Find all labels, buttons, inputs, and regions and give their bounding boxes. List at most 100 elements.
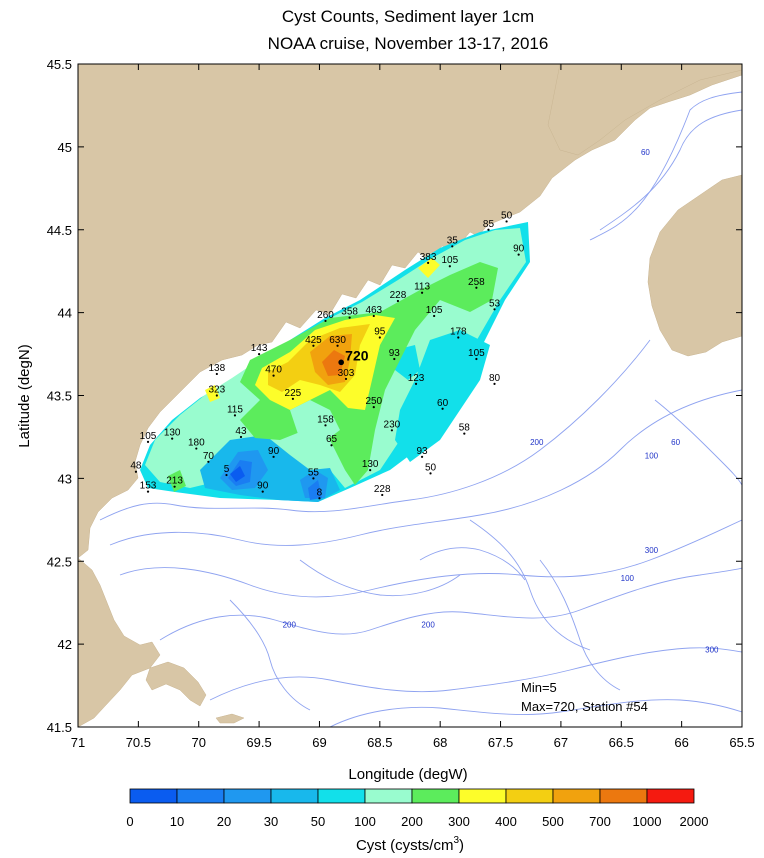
station-value: 105 bbox=[468, 348, 485, 359]
y-tick-label: 44 bbox=[58, 306, 72, 321]
station-value: 425 bbox=[305, 335, 322, 346]
station-value: 50 bbox=[501, 210, 513, 221]
y-axis-label: Latitude (degN) bbox=[16, 344, 33, 447]
contour-region-200-300 bbox=[168, 470, 186, 492]
station-marker bbox=[372, 406, 375, 409]
station-marker bbox=[318, 497, 321, 500]
station-value: 90 bbox=[513, 244, 525, 255]
station-value: 58 bbox=[459, 423, 471, 434]
station-value: 228 bbox=[374, 484, 391, 495]
station-marker bbox=[441, 407, 444, 410]
isobath-label: 200 bbox=[421, 621, 435, 630]
min-annotation: Min=5 bbox=[521, 680, 557, 695]
colorbar-label: Cyst (cysts/cm3) bbox=[356, 835, 464, 854]
station-marker bbox=[457, 336, 460, 339]
station-value: 230 bbox=[384, 419, 401, 430]
isobath-line bbox=[109, 389, 742, 546]
station-marker bbox=[173, 485, 176, 488]
station-value: 463 bbox=[365, 305, 382, 316]
station-marker bbox=[239, 435, 243, 439]
station-marker bbox=[448, 265, 451, 268]
isobath-line bbox=[299, 559, 461, 597]
station-value: 8 bbox=[317, 487, 323, 498]
colorbar-label-main: Cyst (cysts/cm bbox=[356, 837, 454, 854]
station-value: 180 bbox=[188, 438, 205, 449]
isobath-line bbox=[99, 339, 651, 521]
land-new-brunswick bbox=[547, 64, 742, 156]
station-value: 113 bbox=[414, 282, 430, 293]
station-value: 225 bbox=[285, 388, 302, 399]
station-value: 90 bbox=[257, 481, 269, 492]
station-marker bbox=[451, 245, 454, 248]
station-marker bbox=[215, 372, 218, 376]
contour-region-50-100 bbox=[395, 330, 490, 462]
station-marker bbox=[487, 228, 490, 231]
station-value: 5 bbox=[224, 464, 230, 475]
station-value: 90 bbox=[268, 446, 280, 457]
station-marker bbox=[369, 468, 372, 472]
cyst-contours bbox=[140, 222, 530, 502]
isobath-label: 60 bbox=[671, 438, 680, 447]
x-tick-label: 69 bbox=[312, 735, 326, 750]
y-tick-label: 41.5 bbox=[47, 720, 72, 735]
station-marker bbox=[146, 440, 150, 444]
isobath-line bbox=[589, 91, 742, 241]
station-value: 50 bbox=[425, 462, 437, 473]
colorbar-swatch bbox=[458, 788, 507, 804]
station-marker bbox=[420, 455, 424, 458]
station-marker bbox=[225, 473, 228, 477]
x-tick-label: 70 bbox=[191, 735, 205, 750]
colorbar-tick-label: 50 bbox=[311, 814, 325, 829]
station-marker bbox=[233, 414, 237, 417]
x-tick-label: 65.5 bbox=[729, 735, 754, 750]
x-tick-label: 67 bbox=[554, 735, 568, 750]
station-marker bbox=[463, 432, 466, 435]
station-value: 95 bbox=[374, 326, 386, 337]
isobath-line bbox=[469, 519, 591, 651]
station-marker bbox=[420, 291, 424, 294]
x-tick-label: 70.5 bbox=[126, 735, 151, 750]
station-value: 43 bbox=[235, 426, 247, 437]
station-value: 105 bbox=[426, 305, 443, 316]
station-marker bbox=[505, 220, 508, 223]
station-marker bbox=[312, 344, 315, 347]
station-value: 630 bbox=[329, 335, 346, 346]
station-marker bbox=[171, 437, 174, 440]
isobath-label: 200 bbox=[530, 438, 544, 447]
max-annotation: Max=720, Station #54 bbox=[521, 699, 648, 714]
isobath-line bbox=[539, 559, 621, 691]
colorbar-tick-label: 0 bbox=[126, 814, 133, 829]
station-marker-max bbox=[338, 359, 344, 366]
station-marker bbox=[372, 314, 375, 318]
station-marker bbox=[324, 319, 327, 323]
land-nova-scotia bbox=[647, 174, 742, 357]
station-marker bbox=[257, 352, 261, 356]
station-value: 158 bbox=[317, 414, 334, 425]
station-value: 70 bbox=[203, 451, 215, 462]
station-marker bbox=[378, 336, 381, 339]
x-tick-label: 66.5 bbox=[609, 735, 634, 750]
isobath-line bbox=[119, 519, 742, 598]
isobath-line bbox=[654, 399, 742, 486]
station-value: 358 bbox=[341, 307, 358, 318]
station-value: 60 bbox=[437, 398, 449, 409]
station-value: 130 bbox=[164, 428, 181, 439]
contour-region-300-400 bbox=[205, 385, 220, 402]
contour-region-0-10 bbox=[230, 466, 245, 482]
colorbar-swatch bbox=[223, 788, 272, 804]
station-value: 48 bbox=[130, 461, 142, 472]
station-marker bbox=[324, 424, 327, 427]
colorbar-swatch bbox=[176, 788, 225, 804]
station-marker bbox=[336, 344, 339, 347]
x-axis: 71 70.5 70 69.5 69 68.5 68 67.5 67 66.5 66 65.5 bbox=[71, 64, 755, 750]
station-marker bbox=[475, 357, 478, 361]
colorbar-tick-label: 2000 bbox=[680, 814, 709, 829]
y-tick-label: 42.5 bbox=[47, 554, 72, 569]
colorbar-swatch bbox=[270, 788, 319, 804]
station-marker bbox=[207, 460, 210, 463]
station-value: 250 bbox=[365, 396, 382, 407]
colorbar-label-suffix: ) bbox=[459, 837, 464, 854]
station-marker bbox=[195, 447, 198, 450]
